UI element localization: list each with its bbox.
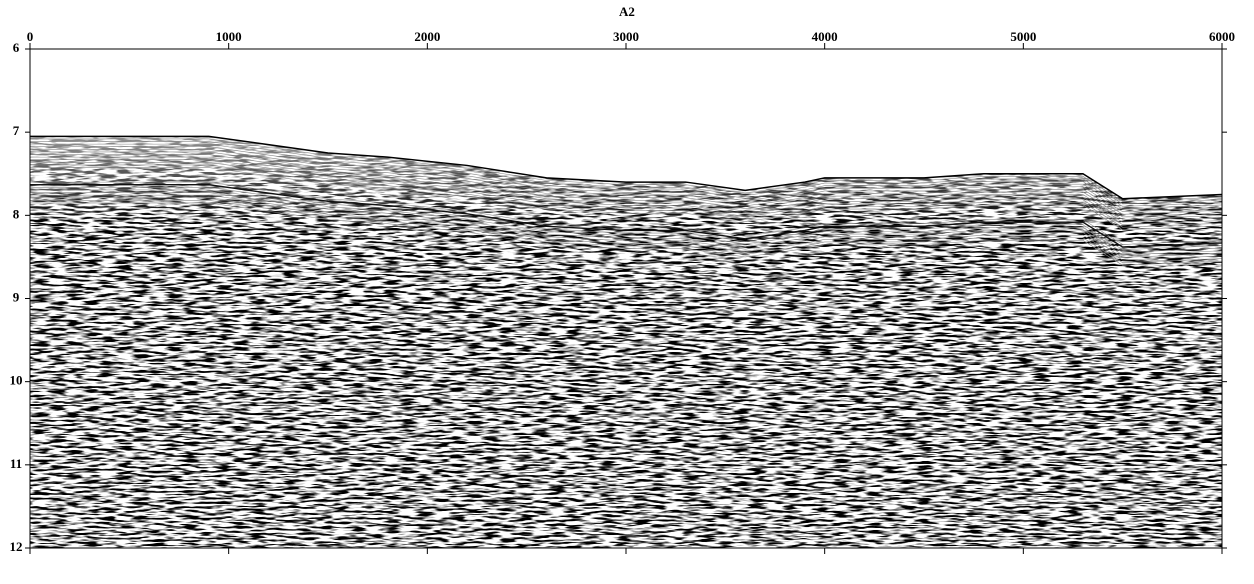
reflector: [30, 184, 1222, 248]
x-tick-label: 1000: [216, 29, 242, 44]
reflector: [30, 156, 1222, 220]
reflector: [30, 159, 1222, 223]
reflector: [30, 143, 1222, 207]
y-tick-label: 8: [13, 206, 20, 221]
reflector: [30, 192, 1222, 256]
reflector: [30, 200, 1222, 264]
x-tick-label: 6000: [1209, 29, 1235, 44]
chart-title: A2: [619, 4, 635, 19]
x-tick-label: 3000: [613, 29, 639, 44]
x-tick-label: 5000: [1010, 29, 1036, 44]
reflector: [30, 189, 1222, 253]
y-tick-label: 7: [13, 123, 20, 138]
reflector: [30, 187, 1222, 251]
reflector: [30, 146, 1222, 210]
reflector: [30, 202, 1222, 266]
reflector: [30, 138, 1222, 202]
reflector: [30, 197, 1222, 261]
x-tick-label: 0: [27, 29, 34, 44]
y-tick-label: 12: [10, 539, 23, 554]
x-tick-label: 2000: [414, 29, 440, 44]
reflector: [30, 167, 1222, 231]
reflector: [30, 194, 1222, 258]
seismic-texture: [30, 136, 1222, 548]
reflector: [30, 149, 1222, 213]
x-tick-label: 4000: [812, 29, 838, 44]
reflector: [30, 154, 1222, 218]
y-tick-label: 9: [13, 289, 20, 304]
seafloor-line: [30, 135, 1223, 200]
reflector: [30, 151, 1222, 215]
reflector: [30, 162, 1222, 226]
y-tick-label: 6: [13, 40, 20, 55]
reflector: [30, 181, 1222, 245]
reflector: [30, 141, 1222, 205]
reflector: [30, 164, 1222, 228]
y-tick-label: 11: [10, 456, 22, 471]
y-tick-label: 10: [10, 373, 23, 388]
